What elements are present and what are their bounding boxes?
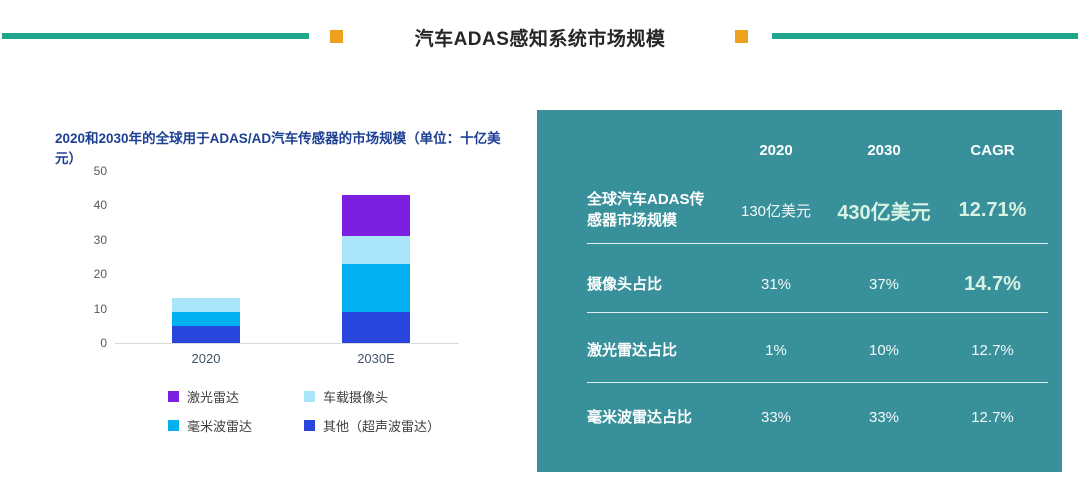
y-tick-label: 0 xyxy=(100,336,107,350)
table-cell: 130亿美元 xyxy=(740,202,812,220)
header-accent-line-left xyxy=(2,33,309,39)
table-row-label: 激光雷达占比 xyxy=(587,341,678,359)
table-row-separator xyxy=(587,382,1048,383)
y-tick-label: 30 xyxy=(93,232,107,247)
legend-item: 其他（超声波雷达） xyxy=(304,416,524,435)
table-row-separator xyxy=(587,312,1048,313)
legend-swatch-icon xyxy=(304,391,315,402)
bar-segment xyxy=(342,312,410,343)
table-cell: 12.71% xyxy=(958,198,1027,221)
table-header-cell: CAGR xyxy=(970,141,1015,159)
legend-label: 激光雷达 xyxy=(187,390,240,405)
chart-legend: 激光雷达 车载摄像头毫米波雷达 其他（超声波雷达） xyxy=(168,387,524,435)
page-title: 汽车ADAS感知系统市场规模 xyxy=(414,29,666,50)
table-row-label: 毫米波雷达占比 xyxy=(587,408,693,426)
table-row-label: 全球汽车ADAS传感器市场规模 xyxy=(587,191,705,229)
legend-swatch-icon xyxy=(168,420,179,431)
bar-segment xyxy=(172,312,240,326)
header-accent-line-right xyxy=(772,33,1078,39)
table-cell: 430亿美元 xyxy=(837,201,931,224)
table-cell: 12.7% xyxy=(971,408,1014,426)
table-header-cell: 2030 xyxy=(867,141,901,159)
legend-item: 毫米波雷达 xyxy=(168,416,304,435)
table-row: 激光雷达占比 1% 10% 12.7% xyxy=(537,322,1062,378)
legend-label: 车载摄像头 xyxy=(323,390,389,405)
table-row: 全球汽车ADAS传感器市场规模 130亿美元 430亿美元 12.71% xyxy=(537,182,1062,238)
legend-item: 车载摄像头 xyxy=(304,387,524,406)
legend-swatch-icon xyxy=(168,391,179,402)
legend-swatch-icon xyxy=(304,420,315,431)
table-cell: 33% xyxy=(868,408,900,426)
table-cell: 12.7% xyxy=(971,341,1014,359)
market-table: 2020 2030 CAGR 全球汽车ADAS传感器市场规模 130亿美元 430亿美元 1… xyxy=(537,110,1062,472)
table-cell: 10% xyxy=(868,341,900,359)
table-cell: 14.7% xyxy=(964,272,1021,295)
bar-segment xyxy=(172,298,240,313)
table-row-label: 摄像头占比 xyxy=(587,275,663,293)
x-axis-label: 2020 xyxy=(191,351,221,366)
legend-item: 激光雷达 xyxy=(168,387,304,406)
chart-title: 2020和2030年的全球用于ADAS/AD汽车传感器的市场规模（单位：十亿美元… xyxy=(55,131,501,166)
bar-segment xyxy=(342,195,410,237)
table-row: 摄像头占比 31% 37% 14.7% xyxy=(537,256,1062,312)
page-header: 汽车ADAS感知系统市场规模 xyxy=(0,0,1080,70)
legend-label: 其他（超声波雷达） xyxy=(323,419,441,434)
bar-segment xyxy=(172,325,240,343)
y-tick-label: 40 xyxy=(93,198,107,213)
bar-segment xyxy=(342,263,410,313)
stacked-bar-2030E xyxy=(342,195,410,343)
bar-chart-panel: 2020和2030年的全球用于ADAS/AD汽车传感器的市场规模（单位：十亿美元… xyxy=(55,125,515,455)
bar-segment xyxy=(342,236,410,264)
table-row: 毫米波雷达占比 33% 33% 12.7% xyxy=(537,389,1062,445)
y-tick-label: 20 xyxy=(93,267,107,282)
table-cell: 37% xyxy=(868,275,900,293)
table-header-cell: 2020 xyxy=(759,141,793,159)
bar-plot xyxy=(115,172,459,344)
table-cell: 33% xyxy=(760,408,792,426)
table-cell: 31% xyxy=(760,275,792,293)
y-tick-label: 10 xyxy=(93,301,107,316)
table-row-separator xyxy=(587,243,1048,244)
legend-label: 毫米波雷达 xyxy=(187,419,253,434)
header-accent-square-right xyxy=(735,30,748,43)
stacked-bar-2020 xyxy=(172,298,240,343)
y-tick-label: 50 xyxy=(93,164,107,178)
x-axis-label: 2030E xyxy=(357,351,395,366)
table-header-row: 2020 2030 CAGR xyxy=(537,132,1062,168)
header-accent-square-left xyxy=(330,30,343,43)
table-cell: 1% xyxy=(765,341,787,359)
